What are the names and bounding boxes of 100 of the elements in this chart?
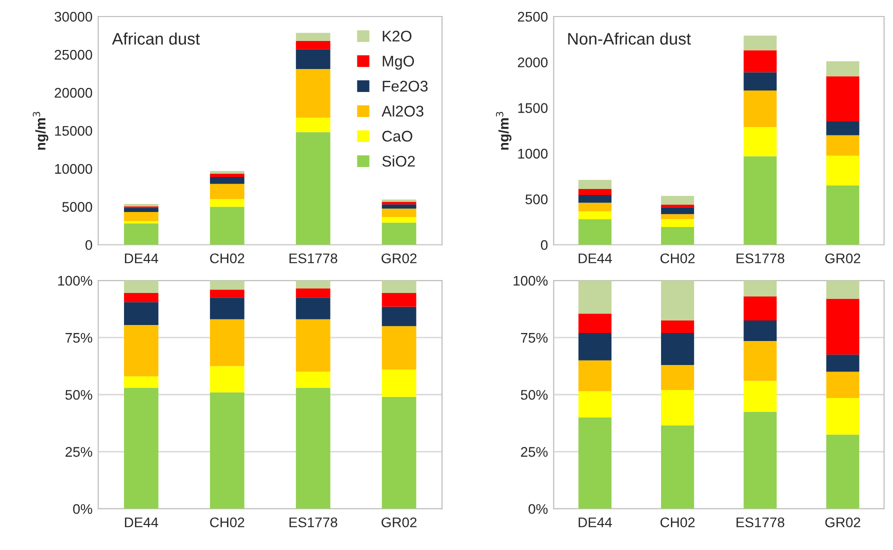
- x-tick-label: CH02: [210, 517, 244, 528]
- y-tick-label: 500: [525, 194, 548, 204]
- y-axis-title: ng/m$^{3}$: [496, 112, 512, 150]
- bar: [210, 206, 244, 245]
- bar: [661, 207, 694, 214]
- y-tick-label: 0: [540, 240, 548, 250]
- y-tick-label: 5000: [62, 202, 92, 212]
- bar: [826, 135, 860, 156]
- bar: [296, 40, 330, 50]
- x-tick-label: GR02: [825, 253, 860, 264]
- bar: [210, 170, 244, 174]
- bar: [124, 376, 158, 388]
- x-tick-label: GR02: [382, 517, 417, 528]
- x-tick-label: DE44: [124, 254, 158, 264]
- text: African dust: [112, 32, 200, 45]
- bar: [744, 320, 777, 341]
- bar: [744, 72, 777, 90]
- y-tick-label: 100%: [514, 276, 548, 286]
- bar: [382, 222, 416, 245]
- bar: [578, 219, 612, 245]
- y-tick-label: 25%: [521, 447, 548, 457]
- bar: [382, 293, 416, 307]
- x-tick-label: ES1778: [290, 517, 338, 528]
- bar: [744, 340, 777, 381]
- y-tick-label: 2500: [518, 12, 548, 22]
- bar: [382, 199, 416, 202]
- bar: [296, 280, 330, 288]
- y-axis-title: ng/m$^{3}$: [32, 112, 48, 150]
- bar: [826, 372, 860, 398]
- bar: [578, 391, 612, 418]
- bar: [210, 174, 244, 178]
- bar: [578, 211, 612, 220]
- bar: [296, 69, 330, 118]
- bar: [661, 219, 694, 227]
- y-tick-label: 25000: [54, 50, 92, 60]
- bar: [744, 126, 777, 156]
- bar: [744, 280, 777, 296]
- bar: [661, 390, 694, 426]
- bar: [210, 366, 244, 392]
- bar: [578, 194, 612, 203]
- bar: [826, 280, 860, 299]
- bar: [826, 185, 860, 245]
- bar: [296, 49, 330, 69]
- bar: [296, 319, 330, 372]
- bar: [826, 121, 860, 136]
- bar: [744, 50, 777, 72]
- bar: [744, 156, 777, 245]
- y-tick-label: 0%: [73, 504, 92, 514]
- x-tick-label: ES1778: [290, 253, 338, 264]
- bar: [210, 280, 244, 290]
- y-tick-label: 2000: [518, 57, 548, 68]
- bar: [661, 425, 694, 509]
- x-tick-label: DE44: [578, 254, 612, 264]
- bar: [744, 90, 777, 127]
- bar: [661, 204, 694, 208]
- bar: [210, 199, 244, 207]
- y-tick-label: 0%: [528, 504, 548, 514]
- bar: [124, 223, 158, 245]
- bar: [578, 180, 612, 190]
- x-tick-label: CH02: [210, 253, 244, 264]
- bar: [210, 392, 244, 509]
- bar: [296, 372, 330, 388]
- legend-label: K2O: [382, 30, 412, 42]
- bar: [296, 298, 330, 320]
- bar: [578, 332, 612, 360]
- y-tick-label: 1500: [518, 103, 548, 113]
- y-tick-label: 1000: [518, 148, 548, 159]
- bar: [661, 364, 694, 390]
- x-tick-label: DE44: [578, 518, 612, 528]
- bar: [382, 306, 416, 326]
- bar: [661, 280, 694, 320]
- legend-label: SiO2: [382, 155, 415, 167]
- legend-label: CaO: [382, 130, 412, 142]
- y-tick-label: 50%: [65, 390, 92, 400]
- y-tick-label: 20000: [54, 88, 92, 98]
- bar: [661, 226, 694, 245]
- y-tick-label: 100%: [58, 276, 92, 286]
- legend-label: Al2O3: [382, 105, 424, 117]
- bar: [296, 32, 330, 41]
- y-tick-label: 30000: [54, 12, 92, 22]
- y-tick-label: 0: [85, 240, 92, 250]
- bar: [826, 76, 860, 122]
- bar: [210, 290, 244, 298]
- bar: [382, 202, 416, 204]
- y-tick-label: 75%: [521, 332, 548, 343]
- bar: [578, 360, 612, 392]
- bar: [826, 434, 860, 509]
- bar: [382, 280, 416, 294]
- bar: [578, 280, 612, 314]
- bar: [578, 417, 612, 509]
- bar: [826, 398, 860, 435]
- x-tick-label: ES1778: [736, 253, 784, 264]
- bar: [661, 332, 694, 365]
- bar: [382, 204, 416, 209]
- bar: [210, 184, 244, 200]
- bar: [826, 156, 860, 186]
- bar: [296, 388, 330, 509]
- bar: [124, 208, 158, 212]
- bar: [661, 196, 694, 205]
- legend-label: MgO: [382, 56, 414, 70]
